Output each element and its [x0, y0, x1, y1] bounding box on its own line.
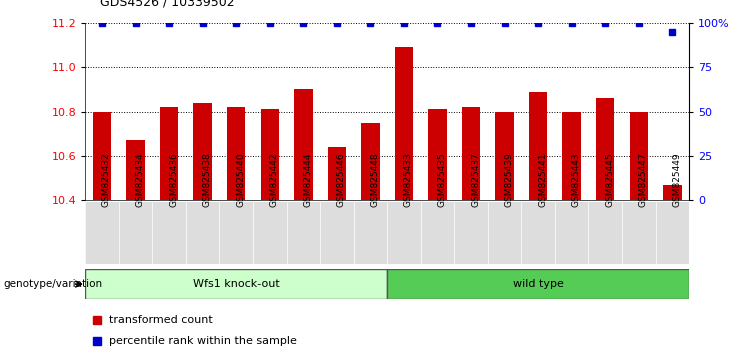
Bar	[496, 112, 514, 200]
Text: Wfs1 knock-out: Wfs1 knock-out	[193, 279, 279, 289]
Bar	[462, 107, 480, 200]
FancyBboxPatch shape	[387, 269, 689, 299]
Text: GDS4526 / 10339502: GDS4526 / 10339502	[100, 0, 235, 9]
Text: GSM825444: GSM825444	[303, 152, 312, 207]
Bar	[630, 112, 648, 200]
Bar	[261, 109, 279, 200]
Text: percentile rank within the sample: percentile rank within the sample	[110, 336, 297, 346]
Text: GSM825445: GSM825445	[605, 152, 614, 207]
Text: GSM825446: GSM825446	[337, 152, 346, 207]
Text: GSM825447: GSM825447	[639, 152, 648, 207]
Text: transformed count: transformed count	[110, 315, 213, 325]
FancyBboxPatch shape	[85, 269, 387, 299]
Text: genotype/variation: genotype/variation	[4, 279, 103, 289]
Text: GSM825448: GSM825448	[370, 152, 379, 207]
Bar	[193, 103, 212, 200]
Bar	[294, 90, 313, 200]
Text: GSM825443: GSM825443	[572, 152, 581, 207]
Bar	[227, 107, 245, 200]
Bar	[361, 122, 379, 200]
Text: GSM825433: GSM825433	[404, 152, 413, 207]
Text: GSM825439: GSM825439	[505, 152, 514, 207]
Bar	[663, 184, 682, 200]
Bar	[395, 47, 413, 200]
Text: GSM825442: GSM825442	[270, 152, 279, 207]
Text: GSM825438: GSM825438	[202, 152, 212, 207]
Bar	[93, 112, 111, 200]
Text: GSM825440: GSM825440	[236, 152, 245, 207]
Text: GSM825435: GSM825435	[437, 152, 447, 207]
Bar	[428, 109, 447, 200]
Text: GSM825449: GSM825449	[672, 152, 682, 207]
Bar	[562, 112, 581, 200]
Text: GSM825432: GSM825432	[102, 152, 111, 207]
Bar	[529, 92, 548, 200]
Bar	[126, 140, 144, 200]
Bar	[328, 147, 346, 200]
Bar	[160, 107, 179, 200]
Text: GSM825437: GSM825437	[471, 152, 480, 207]
Text: GSM825434: GSM825434	[136, 152, 144, 207]
Text: GSM825436: GSM825436	[169, 152, 178, 207]
Text: GSM825441: GSM825441	[538, 152, 547, 207]
Text: wild type: wild type	[513, 279, 564, 289]
Bar	[596, 98, 614, 200]
